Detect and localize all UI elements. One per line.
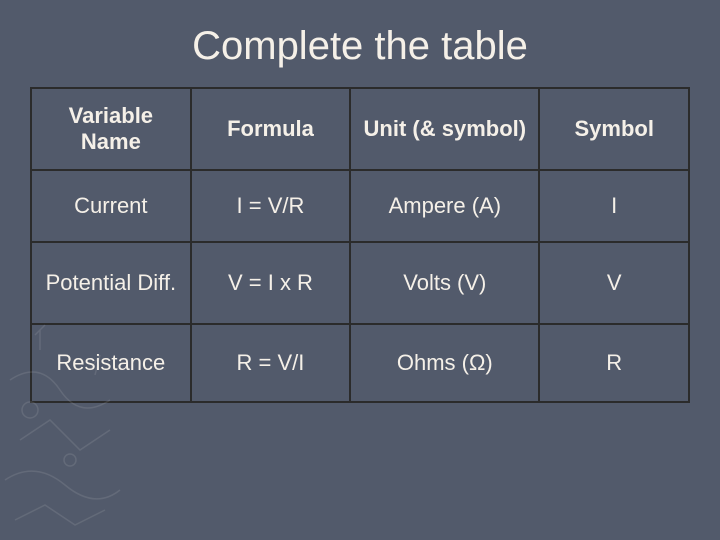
col-header-unit: Unit (& symbol) xyxy=(350,88,539,170)
cell-formula: I = V/R xyxy=(191,170,351,242)
cell-variable: Current xyxy=(31,170,191,242)
cell-variable: Resistance xyxy=(31,324,191,402)
cell-formula: V = I x R xyxy=(191,242,351,324)
cell-symbol: V xyxy=(539,242,689,324)
table-container: Variable Name Formula Unit (& symbol) Sy… xyxy=(0,87,720,403)
col-header-symbol: Symbol xyxy=(539,88,689,170)
cell-variable: Potential Diff. xyxy=(31,242,191,324)
table-row: Current I = V/R Ampere (A) I xyxy=(31,170,689,242)
cell-unit: Ampere (A) xyxy=(350,170,539,242)
col-header-variable: Variable Name xyxy=(31,88,191,170)
slide-title: Complete the table xyxy=(0,0,720,87)
col-header-formula: Formula xyxy=(191,88,351,170)
cell-unit: Volts (V) xyxy=(350,242,539,324)
physics-table: Variable Name Formula Unit (& symbol) Sy… xyxy=(30,87,690,403)
cell-formula: R = V/I xyxy=(191,324,351,402)
cell-unit: Ohms (Ω) xyxy=(350,324,539,402)
table-row: Potential Diff. V = I x R Volts (V) V xyxy=(31,242,689,324)
cell-symbol: I xyxy=(539,170,689,242)
table-row: Resistance R = V/I Ohms (Ω) R xyxy=(31,324,689,402)
table-header-row: Variable Name Formula Unit (& symbol) Sy… xyxy=(31,88,689,170)
cell-symbol: R xyxy=(539,324,689,402)
